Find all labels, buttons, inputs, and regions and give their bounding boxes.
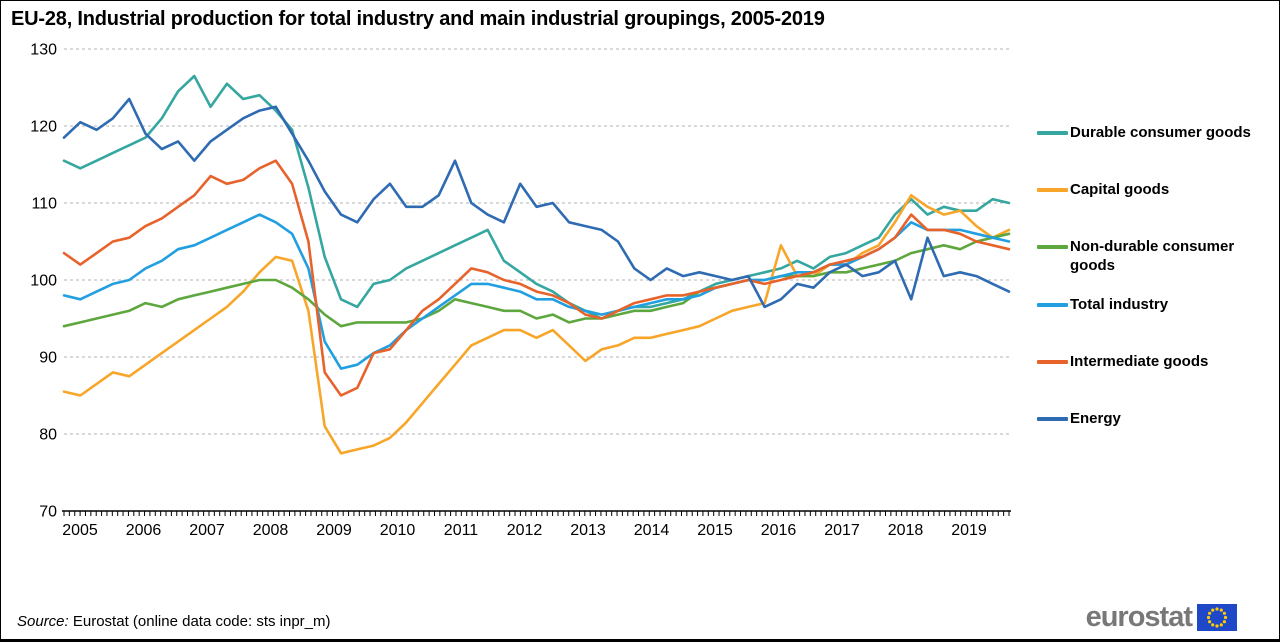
line-chart: 70 80 90 100 110 120 130 2005 2006 2007 2008 2009 20… [30,42,1011,539]
legend-item-durable-consumer-goods: Durable consumer goods [1037,123,1277,142]
x-axis-label-2007: 2007 [189,522,225,539]
series-line-capital-goods [62,194,1011,455]
x-axis-label-2016: 2016 [761,522,797,539]
x-axis-label-2013: 2013 [570,522,606,539]
series-line-durable-consumer-goods [62,74,1011,320]
legend-swatch-non-durable-consumer-goods [1037,245,1068,249]
y-axis-label-70: 70 [39,504,57,521]
legend-label-intermediate-goods: Intermediate goods [1070,353,1209,370]
series-line-energy [62,97,1011,309]
x-axis-label-2010: 2010 [380,522,416,539]
x-axis-label-2015: 2015 [697,522,733,539]
legend-label-durable-consumer-goods: Durable consumer goods [1070,124,1251,141]
source-label: Source: [17,613,69,630]
y-axis-label-120: 120 [30,119,57,136]
y-axis-label-130: 130 [30,42,57,59]
x-axis-label-2012: 2012 [507,522,543,539]
legend-swatch-total-industry [1037,303,1068,307]
source-note: Source: Eurostat (online data code: sts … [17,613,331,630]
legend-swatch-energy [1037,417,1068,421]
legend-label-capital-goods: Capital goods [1070,181,1170,198]
legend-swatch-intermediate-goods [1037,360,1068,364]
legend-label-total-industry: Total industry [1070,296,1169,313]
series-line-non-durable-consumer-goods [62,232,1011,328]
legend: Durable consumer goods Capital goods Non-d… [1037,123,1277,466]
x-axis-label-2011: 2011 [444,522,479,539]
series-line-intermediate-goods [62,159,1011,397]
x-axis-label-2017: 2017 [824,522,860,539]
x-axis-label-2009: 2009 [316,522,352,539]
x-axis-label-2014: 2014 [634,522,670,539]
y-axis-label-100: 100 [30,273,57,290]
eurostat-logo: eurostat [1086,602,1237,632]
legend-label-energy: Energy [1070,410,1121,427]
x-axis-label-2019: 2019 [951,522,987,539]
chart-title: EU-28, Industrial production for total i… [11,8,825,30]
legend-swatch-capital-goods [1037,188,1068,192]
series-line-total-industry [62,213,1011,370]
y-axis-label-80: 80 [39,427,57,444]
legend-item-capital-goods: Capital goods [1037,180,1277,199]
eu-flag-icon [1197,603,1237,631]
x-axis-label-2018: 2018 [888,522,924,539]
x-axis-label-2008: 2008 [253,522,289,539]
y-axis-label-110: 110 [31,196,57,213]
y-axis-label-90: 90 [39,350,57,367]
legend-item-intermediate-goods: Intermediate goods [1037,352,1277,371]
legend-item-total-industry: Total industry [1037,295,1277,314]
x-axis-label-2006: 2006 [126,522,162,539]
legend-item-energy: Energy [1037,409,1277,428]
legend-swatch-durable-consumer-goods [1037,131,1068,135]
legend-label-non-durable-consumer-goods: Non-durable consumer goods [1070,238,1235,274]
x-axis-label-2005: 2005 [62,522,98,539]
eurostat-wordmark: eurostat [1085,601,1193,633]
legend-item-non-durable-consumer-goods: Non-durable consumer goods [1037,237,1277,275]
source-text: Eurostat (online data code: sts inpr_m) [68,613,331,630]
